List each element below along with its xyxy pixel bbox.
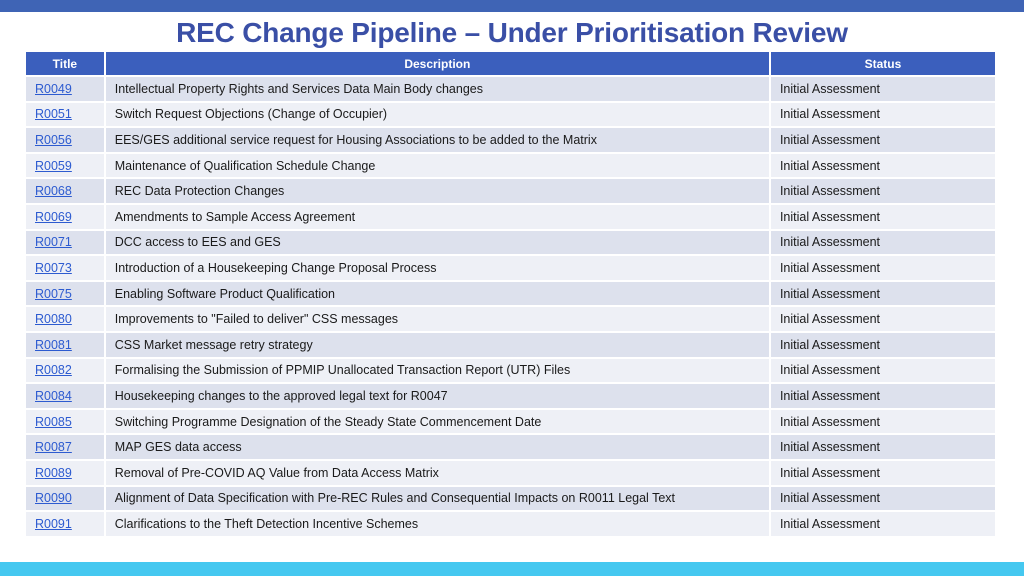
change-status: Initial Assessment	[770, 305, 995, 331]
change-status: Initial Assessment	[770, 407, 995, 434]
change-status: Initial Assessment	[770, 254, 995, 280]
change-description: Switching Programme Designation of the S…	[105, 407, 771, 434]
change-status: Initial Assessment	[770, 202, 995, 229]
change-description: MAP GES data access	[105, 433, 771, 459]
table-row: R0090 Alignment of Data Specification wit…	[26, 484, 995, 511]
change-description: EES/GES additional service request for H…	[105, 126, 771, 152]
change-status: Initial Assessment	[770, 75, 995, 101]
table-row: R0091 Clarifications to the Theft Detecti…	[26, 510, 995, 536]
change-status: Initial Assessment	[770, 126, 995, 152]
change-id-cell: R0084	[26, 382, 106, 408]
change-description: Amendments to Sample Access Agreement	[105, 202, 771, 229]
change-id-link[interactable]: R0049	[35, 81, 72, 96]
table-row: R0075 Enabling Software Product Qualifica…	[26, 279, 995, 306]
table-row: R0071 DCC access to EES and GES Initial As…	[26, 228, 995, 255]
change-id-link[interactable]: R0059	[35, 158, 72, 173]
change-id-link[interactable]: R0090	[35, 491, 72, 506]
change-id-cell: R0087	[26, 433, 106, 459]
change-description: Housekeeping changes to the approved leg…	[105, 382, 771, 408]
change-id-cell: R0069	[26, 202, 106, 229]
table-row: R0059 Maintenance of Qualification Schedu…	[26, 151, 995, 178]
change-id-link[interactable]: R0085	[35, 414, 72, 429]
change-id-link[interactable]: R0075	[35, 286, 72, 301]
table-row: R0081 CSS Market message retry strategy In…	[26, 330, 995, 357]
column-header-status: Status	[770, 52, 995, 75]
change-id-cell: R0049	[26, 75, 106, 101]
change-id-cell: R0090	[26, 484, 106, 511]
change-status: Initial Assessment	[770, 510, 995, 536]
change-id-link[interactable]: R0069	[35, 209, 72, 224]
change-status: Initial Assessment	[770, 458, 995, 485]
table-row: R0056 EES/GES additional service request …	[26, 126, 995, 152]
change-description: Clarifications to the Theft Detection In…	[105, 510, 771, 536]
change-id-cell: R0059	[26, 151, 106, 178]
change-id-cell: R0071	[26, 228, 106, 255]
change-id-link[interactable]: R0087	[35, 440, 72, 455]
change-status: Initial Assessment	[770, 356, 995, 383]
change-status: Initial Assessment	[770, 151, 995, 178]
top-accent-bar	[0, 0, 1024, 12]
table-row: R0085 Switching Programme Designation of …	[26, 407, 995, 434]
column-header-title: Title	[26, 52, 106, 75]
change-description: REC Data Protection Changes	[105, 177, 771, 203]
change-description: Enabling Software Product Qualification	[105, 279, 771, 306]
table-row: R0082 Formalising the Submission of PPMIP…	[26, 356, 995, 383]
table-row: R0073 Introduction of a Housekeeping Chan…	[26, 254, 995, 280]
change-description: Intellectual Property Rights and Service…	[105, 75, 771, 101]
change-id-link[interactable]: R0071	[35, 235, 72, 250]
change-status: Initial Assessment	[770, 382, 995, 408]
change-id-cell: R0082	[26, 356, 106, 383]
change-id-cell: R0080	[26, 305, 106, 331]
change-id-cell: R0068	[26, 177, 106, 203]
change-status: Initial Assessment	[770, 433, 995, 459]
table-row: R0051 Switch Request Objections (Change o…	[26, 100, 995, 127]
change-status: Initial Assessment	[770, 228, 995, 255]
table-row: R0068 REC Data Protection Changes Initial …	[26, 177, 995, 203]
change-id-cell: R0085	[26, 407, 106, 434]
change-description: Maintenance of Qualification Schedule Ch…	[105, 151, 771, 178]
table-row: R0069 Amendments to Sample Access Agreeme…	[26, 202, 995, 229]
table-row: R0080 Improvements to "Failed to deliver"…	[26, 305, 995, 331]
table-row: R0087 MAP GES data access Initial Assessme…	[26, 433, 995, 459]
change-description: Formalising the Submission of PPMIP Unal…	[105, 356, 771, 383]
change-id-cell: R0051	[26, 100, 106, 127]
change-description: Alignment of Data Specification with Pre…	[105, 484, 771, 511]
change-id-cell: R0091	[26, 510, 106, 536]
change-id-cell: R0075	[26, 279, 106, 306]
change-id-link[interactable]: R0068	[35, 184, 72, 199]
bottom-accent-bar	[0, 562, 1024, 576]
change-description: DCC access to EES and GES	[105, 228, 771, 255]
change-id-link[interactable]: R0056	[35, 132, 72, 147]
change-id-cell: R0081	[26, 330, 106, 357]
change-status: Initial Assessment	[770, 279, 995, 306]
change-status: Initial Assessment	[770, 100, 995, 127]
change-id-cell: R0056	[26, 126, 106, 152]
change-description: Removal of Pre-COVID AQ Value from Data …	[105, 458, 771, 485]
change-id-link[interactable]: R0080	[35, 312, 72, 327]
table-header-row: Title Description Status	[26, 52, 995, 75]
change-status: Initial Assessment	[770, 484, 995, 511]
change-description: Switch Request Objections (Change of Occ…	[105, 100, 771, 127]
page-title: REC Change Pipeline – Under Prioritisati…	[176, 17, 848, 48]
change-id-link[interactable]: R0084	[35, 388, 72, 403]
change-description: CSS Market message retry strategy	[105, 330, 771, 357]
change-id-link[interactable]: R0091	[35, 516, 72, 531]
change-pipeline-table: Title Description Status R0049 Intellectu…	[26, 52, 995, 536]
change-description: Introduction of a Housekeeping Change Pr…	[105, 254, 771, 280]
change-id-link[interactable]: R0082	[35, 363, 72, 378]
column-header-description: Description	[105, 52, 771, 75]
change-id-link[interactable]: R0089	[35, 465, 72, 480]
change-id-link[interactable]: R0051	[35, 107, 72, 122]
change-description: Improvements to "Failed to deliver" CSS …	[105, 305, 771, 331]
change-id-link[interactable]: R0081	[35, 337, 72, 352]
table-row: R0084 Housekeeping changes to the approve…	[26, 382, 995, 408]
table-row: R0089 Removal of Pre-COVID AQ Value from …	[26, 458, 995, 485]
table-row: R0049 Intellectual Property Rights and Se…	[26, 75, 995, 101]
change-status: Initial Assessment	[770, 177, 995, 203]
change-id-cell: R0089	[26, 458, 106, 485]
change-status: Initial Assessment	[770, 330, 995, 357]
change-id-link[interactable]: R0073	[35, 260, 72, 275]
change-id-cell: R0073	[26, 254, 106, 280]
